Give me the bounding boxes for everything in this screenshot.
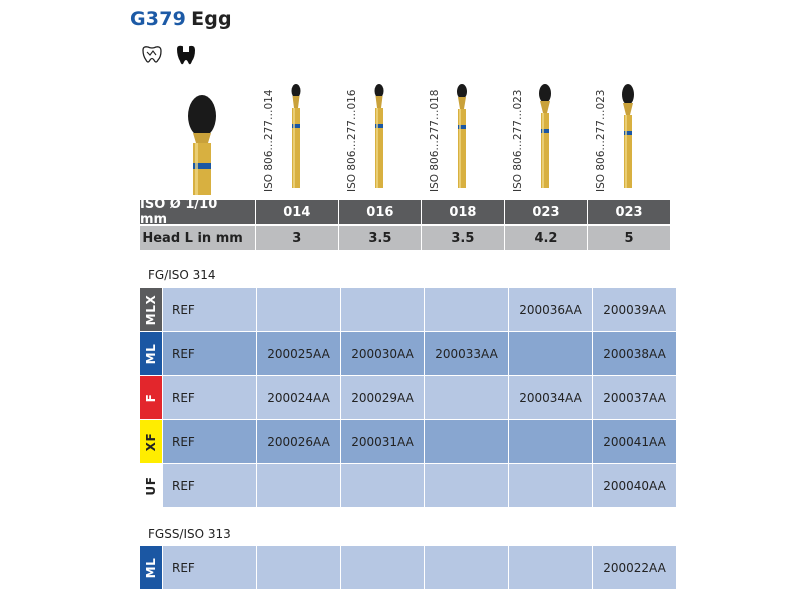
ref-row: XF REF 200026AA 200031AA 200041AA [140,420,676,463]
ref-number-cell: 200037AA [593,376,676,419]
section-label-fg: FG/ISO 314 [148,268,216,282]
product-title: G379 Egg [130,8,232,30]
ref-label: REF [163,464,256,507]
spec-cell: 014 [255,200,338,224]
ref-number-cell: 200029AA [341,376,424,419]
ref-number-cell: 200039AA [593,288,676,331]
grit-label: ML [144,557,158,578]
ref-number-cell [425,288,508,331]
product-shape-name: Egg [191,8,232,30]
ref-label: REF [163,288,256,331]
bur-illustration [457,84,467,188]
ref-number-cell: 200022AA [593,546,676,589]
tooth-cavity-icon [177,45,195,65]
bur-illustration [374,84,384,188]
iso-label: ISO 806…277…018 [429,89,441,193]
ref-number-cell: 200040AA [593,464,676,507]
ref-number-cell: 200025AA [257,332,340,375]
grit-label: ML [144,343,158,364]
ref-label: REF [163,332,256,375]
ref-number-cell: 200036AA [509,288,592,331]
ref-label: REF [163,546,256,589]
spec-cell: 3.5 [421,226,504,250]
iso-label: ISO 806…277…023 [512,89,524,193]
ref-row: UF REF 200040AA [140,464,676,507]
ref-number-cell [509,332,592,375]
spec-header-diameter: ISO Ø 1/10 mm [140,197,255,227]
ref-row: F REF 200024AA 200029AA 200034AA 200037AA [140,376,676,419]
iso-label: ISO 806…277…023 [595,89,607,193]
ref-number-cell [257,464,340,507]
ref-number-cell: 200033AA [425,332,508,375]
spec-header-head-length: Head L in mm [140,226,255,250]
spec-row-head-length: Head L in mm 3 3.5 3.5 4.2 5 [140,226,671,250]
ref-label: REF [163,376,256,419]
grit-label: MLX [144,294,158,325]
grit-label: UF [144,475,158,496]
spec-cell: 3.5 [338,226,421,250]
grit-badge: MLX [140,288,162,331]
iso-label: ISO 806…277…014 [263,89,275,193]
grit-badge: UF [140,464,162,507]
spec-cell: 5 [587,226,671,250]
ref-row: ML REF 200022AA [140,546,676,589]
ref-number-cell [341,288,424,331]
product-code: G379 [130,8,187,30]
ref-number-cell [257,288,340,331]
spec-cell: 023 [587,200,671,224]
ref-number-cell [257,546,340,589]
ref-number-cell [425,420,508,463]
ref-number-cell: 200038AA [593,332,676,375]
ref-row: MLX REF 200036AA 200039AA [140,288,676,331]
bur-illustration [539,84,551,188]
section-label-fgss: FGSS/ISO 313 [148,527,231,541]
spec-cell: 023 [504,200,587,224]
ref-label: REF [163,420,256,463]
ref-number-cell [509,464,592,507]
bur-large-illustration [188,95,216,195]
ref-number-cell [341,464,424,507]
spec-cell: 016 [338,200,421,224]
ref-number-cell: 200031AA [341,420,424,463]
grit-badge: ML [140,332,162,375]
grit-label: XF [144,432,158,451]
grit-badge: XF [140,420,162,463]
ref-number-cell [425,546,508,589]
ref-number-cell [509,546,592,589]
ref-number-cell: 200030AA [341,332,424,375]
grit-badge: F [140,376,162,419]
ref-number-cell: 200026AA [257,420,340,463]
grit-badge: ML [140,546,162,589]
ref-number-cell [341,546,424,589]
ref-number-cell [509,420,592,463]
bur-illustration [291,84,301,188]
spec-cell: 3 [255,226,338,250]
spec-cell: 4.2 [504,226,587,250]
ref-number-cell [425,376,508,419]
bur-illustration [622,84,634,188]
ref-number-cell: 200041AA [593,420,676,463]
ref-number-cell: 200024AA [257,376,340,419]
grit-label: F [144,393,158,402]
tooth-crown-prep-icon [142,46,162,63]
ref-number-cell: 200034AA [509,376,592,419]
iso-label: ISO 806…277…016 [346,89,358,193]
spec-cell: 018 [421,200,504,224]
ref-number-cell [425,464,508,507]
ref-row: ML REF 200025AA 200030AA 200033AA 200038AA [140,332,676,375]
spec-row-diameter: ISO Ø 1/10 mm 014 016 018 023 023 [140,197,671,227]
